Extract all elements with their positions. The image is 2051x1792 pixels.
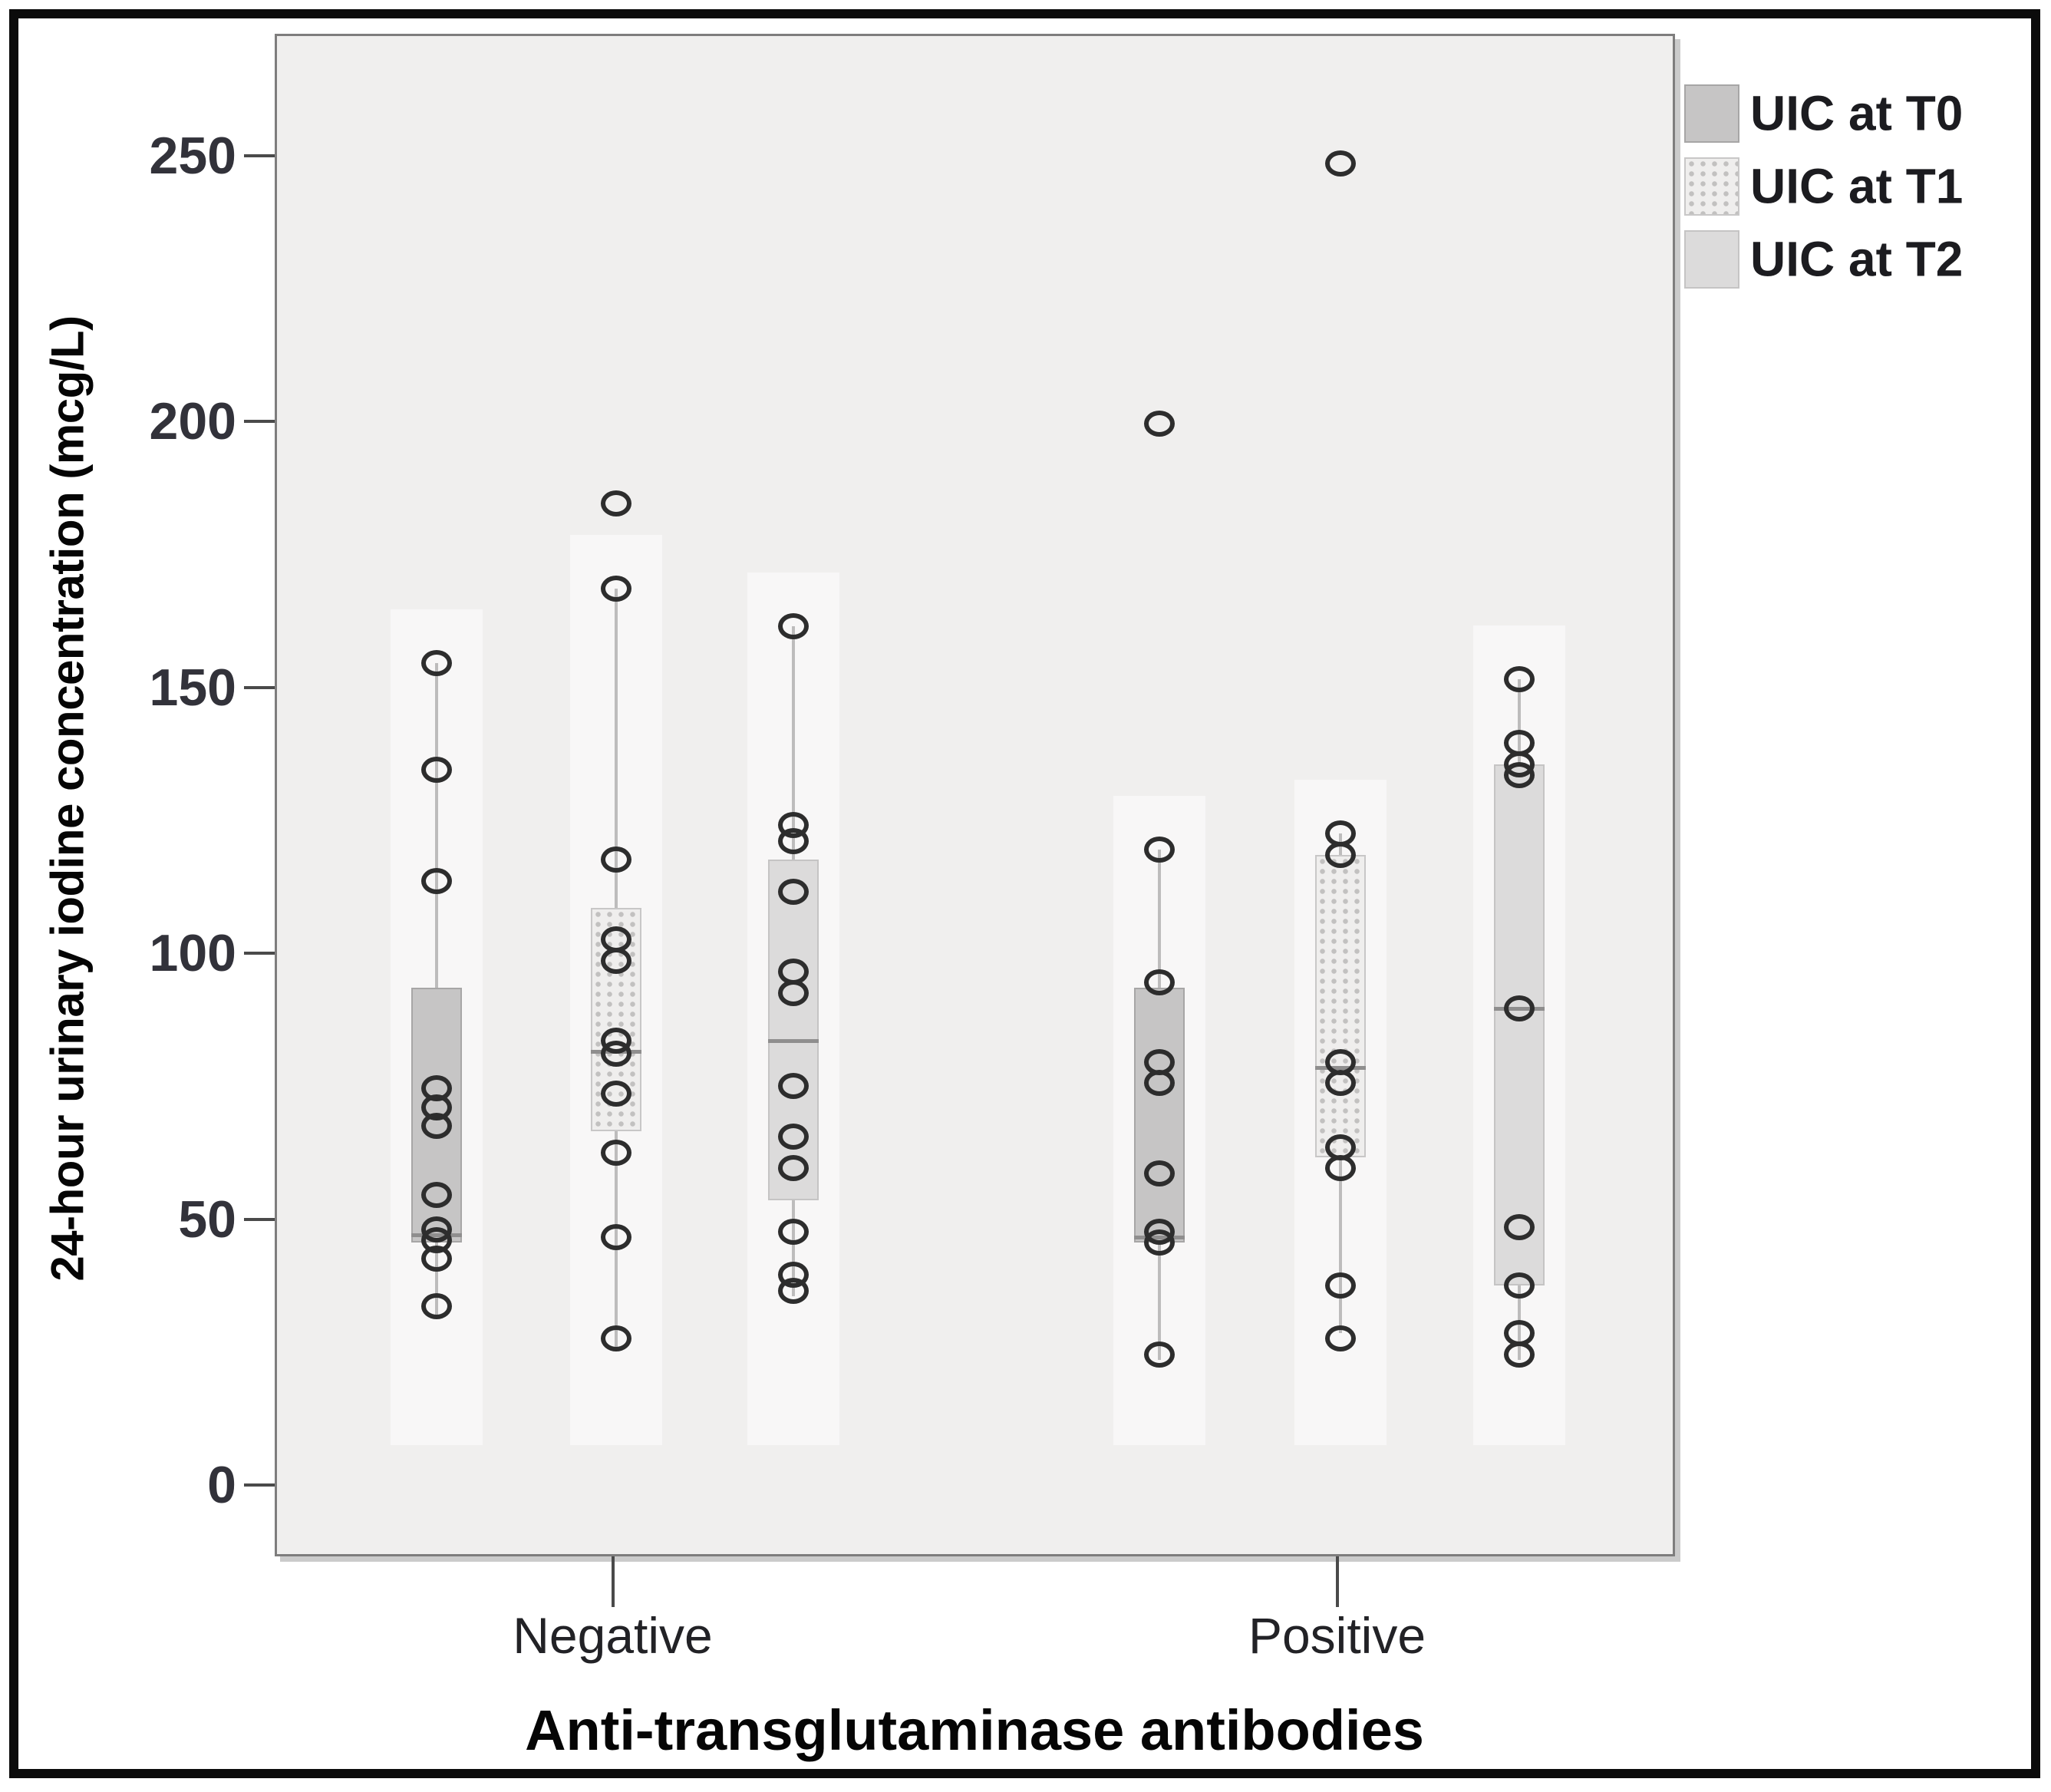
data-point-positive-t2 bbox=[1504, 761, 1535, 788]
data-point-negative-t1 bbox=[601, 576, 631, 602]
upper-whisker-negative-t1 bbox=[615, 589, 618, 908]
data-point-positive-t2 bbox=[1504, 995, 1535, 1022]
data-point-positive-t2 bbox=[1504, 665, 1535, 692]
legend-label: UIC at T2 bbox=[1750, 231, 1964, 287]
figure-border bbox=[9, 9, 2040, 1778]
box-positive-t1 bbox=[1315, 854, 1366, 1158]
y-tick-label: 100 bbox=[149, 924, 236, 983]
data-point-negative-t1 bbox=[601, 1224, 631, 1251]
data-point-positive-t0 bbox=[1144, 969, 1175, 995]
box-positive-t2 bbox=[1494, 764, 1545, 1285]
data-point-positive-t1 bbox=[1325, 1272, 1356, 1299]
x-tick-mark bbox=[1335, 1556, 1339, 1607]
upper-whisker-positive-t0 bbox=[1158, 849, 1161, 988]
upper-whisker-positive-t2 bbox=[1518, 678, 1521, 764]
y-tick-label: 0 bbox=[207, 1456, 236, 1514]
lower-whisker-positive-t0 bbox=[1158, 1243, 1161, 1360]
legend-label: UIC at T0 bbox=[1750, 85, 1964, 141]
data-point-negative-t1 bbox=[601, 1139, 631, 1166]
x-category-label: Negative bbox=[513, 1607, 713, 1664]
data-point-negative-t2 bbox=[778, 979, 809, 1006]
data-point-negative-t1 bbox=[601, 948, 631, 975]
legend-swatch-t1 bbox=[1684, 157, 1739, 216]
y-tick-label: 50 bbox=[178, 1190, 236, 1249]
y-tick-mark bbox=[244, 420, 275, 424]
data-point-negative-t2 bbox=[778, 1277, 809, 1304]
data-point-positive-t2 bbox=[1504, 1213, 1535, 1240]
y-tick-mark bbox=[244, 1483, 275, 1487]
median-line-negative-t2 bbox=[768, 1039, 819, 1044]
data-point-negative-t2 bbox=[778, 1219, 809, 1246]
data-point-positive-t1 bbox=[1325, 1155, 1356, 1182]
x-tick-mark bbox=[611, 1556, 615, 1607]
data-point-negative-t0 bbox=[421, 650, 452, 677]
y-tick-mark bbox=[244, 154, 275, 157]
x-axis-title: Anti-transglutaminase antibodies bbox=[525, 1698, 1424, 1762]
data-point-negative-t0 bbox=[421, 1181, 452, 1208]
data-point-negative-t0 bbox=[421, 1246, 452, 1272]
data-point-negative-t2 bbox=[778, 1072, 809, 1099]
data-point-positive-t0 bbox=[1144, 1160, 1175, 1187]
box-positive-t0 bbox=[1134, 987, 1185, 1243]
data-point-positive-t0 bbox=[1144, 1229, 1175, 1256]
data-point-negative-t1 bbox=[601, 846, 631, 873]
data-point-positive-t2 bbox=[1504, 1341, 1535, 1368]
data-point-negative-t2 bbox=[778, 612, 809, 639]
data-point-negative-t0 bbox=[421, 756, 452, 783]
y-tick-mark bbox=[244, 1217, 275, 1221]
data-point-negative-t1 bbox=[601, 490, 631, 517]
data-point-negative-t0 bbox=[421, 1293, 452, 1320]
data-point-positive-t1 bbox=[1325, 1070, 1356, 1097]
data-point-positive-t0 bbox=[1144, 1070, 1175, 1097]
data-point-negative-t0 bbox=[421, 1112, 452, 1139]
data-point-negative-t2 bbox=[778, 1123, 809, 1150]
legend-label: UIC at T1 bbox=[1750, 158, 1964, 214]
lower-whisker-positive-t1 bbox=[1339, 1157, 1342, 1334]
data-point-positive-t1 bbox=[1325, 150, 1356, 177]
upper-whisker-negative-t0 bbox=[435, 663, 438, 988]
data-point-positive-t0 bbox=[1144, 1341, 1175, 1368]
lower-whisker-negative-t2 bbox=[792, 1200, 795, 1296]
data-point-negative-t2 bbox=[778, 828, 809, 855]
legend-swatch-t2 bbox=[1684, 230, 1739, 289]
data-point-positive-t0 bbox=[1144, 836, 1175, 863]
legend-swatch-t0 bbox=[1684, 84, 1739, 143]
data-point-negative-t2 bbox=[778, 879, 809, 906]
plot-area bbox=[275, 34, 1675, 1556]
y-tick-label: 200 bbox=[149, 392, 236, 451]
upper-whisker-negative-t2 bbox=[792, 625, 795, 860]
data-point-positive-t0 bbox=[1144, 411, 1175, 437]
y-tick-label: 250 bbox=[149, 127, 236, 185]
data-point-positive-t2 bbox=[1504, 1272, 1535, 1299]
data-point-negative-t1 bbox=[601, 1325, 631, 1352]
data-point-negative-t2 bbox=[778, 1155, 809, 1182]
data-point-negative-t1 bbox=[601, 1041, 631, 1068]
y-tick-mark bbox=[244, 685, 275, 689]
y-tick-label: 150 bbox=[149, 658, 236, 717]
lower-whisker-negative-t0 bbox=[435, 1243, 438, 1315]
data-point-positive-t1 bbox=[1325, 841, 1356, 868]
x-category-label: Positive bbox=[1248, 1607, 1426, 1664]
data-point-negative-t0 bbox=[421, 868, 452, 895]
data-point-positive-t1 bbox=[1325, 1325, 1356, 1352]
y-tick-mark bbox=[244, 952, 275, 955]
y-axis-title: 24-hour urinary iodine concentration (mc… bbox=[41, 315, 94, 1282]
data-point-negative-t1 bbox=[601, 1081, 631, 1107]
